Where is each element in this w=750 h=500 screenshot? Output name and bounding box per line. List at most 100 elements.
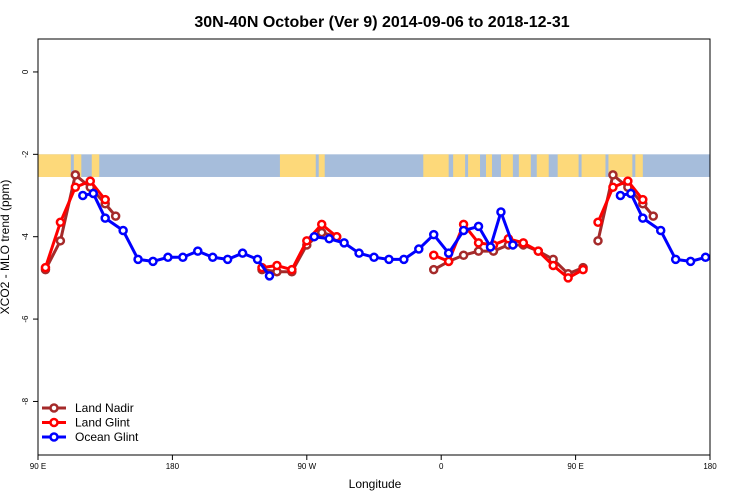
data-point — [508, 240, 518, 250]
data-point — [264, 271, 275, 281]
data-point — [443, 248, 454, 258]
map-land — [581, 154, 606, 177]
data-point — [88, 188, 99, 199]
data-point — [222, 254, 233, 265]
series-land-glint — [40, 176, 648, 283]
legend-swatch-marker — [49, 403, 59, 413]
map-land — [38, 154, 71, 177]
data-point — [626, 188, 636, 199]
data-point — [496, 207, 506, 217]
data-point — [55, 217, 66, 228]
data-point — [316, 219, 327, 230]
chart-title: 30N-40N October (Ver 9) 2014-09-06 to 20… — [194, 14, 569, 31]
data-point — [593, 236, 603, 246]
data-point — [458, 225, 469, 236]
map-land — [318, 154, 325, 177]
data-point — [70, 170, 81, 180]
data-point — [207, 252, 218, 263]
data-point — [548, 260, 558, 271]
data-point — [648, 211, 659, 221]
data-point — [443, 256, 454, 267]
map-land — [536, 154, 549, 177]
data-point — [623, 176, 633, 186]
data-point — [428, 229, 439, 240]
map-land — [468, 154, 481, 177]
data-point — [473, 246, 484, 256]
data-point — [163, 252, 173, 263]
data-point — [100, 194, 110, 205]
x-tick-label: 90 E — [567, 462, 583, 471]
map-land — [557, 154, 579, 177]
data-point — [638, 194, 648, 205]
data-point — [608, 182, 618, 193]
series-layer — [40, 170, 711, 283]
y-tick-label: 0 — [21, 69, 30, 74]
data-point — [85, 176, 96, 186]
data-point — [339, 238, 349, 248]
data-point — [287, 264, 297, 275]
data-point — [178, 252, 188, 263]
data-point — [118, 225, 128, 236]
data-point — [670, 254, 681, 265]
y-tick-label: -6 — [21, 315, 30, 323]
data-point — [133, 254, 143, 265]
data-point — [615, 190, 626, 201]
map-land — [73, 154, 82, 177]
data-point — [55, 236, 66, 246]
data-point — [309, 231, 320, 242]
map-land — [279, 154, 316, 177]
data-point — [78, 190, 88, 201]
data-point — [473, 221, 484, 232]
data-point — [638, 213, 648, 223]
x-tick-label: 90 E — [30, 462, 46, 471]
data-point — [237, 248, 248, 258]
y-tick-label: -4 — [21, 233, 30, 241]
data-point — [578, 264, 588, 275]
y-tick-label: -2 — [21, 150, 30, 158]
data-point — [193, 246, 203, 256]
data-point — [369, 252, 379, 263]
data-point — [518, 238, 529, 248]
x-tick-label: 180 — [166, 462, 180, 471]
axes-layer: 90 E 180 90 W 0 90 E 180 0 -2 -4 -6 -8 — [21, 69, 717, 471]
data-point — [100, 213, 110, 223]
data-point — [70, 182, 81, 193]
data-point — [324, 234, 334, 244]
x-tick-label: 180 — [703, 462, 717, 471]
data-point — [302, 236, 312, 246]
map-land — [635, 154, 643, 177]
legend-swatch-marker — [49, 432, 59, 442]
legend-swatch-marker — [49, 417, 59, 428]
map-land — [453, 154, 466, 177]
data-point — [40, 262, 51, 273]
data-point — [428, 264, 439, 275]
data-point — [252, 254, 263, 265]
data-point — [384, 254, 394, 265]
y-axis-label: XCO2 - MLO trend (ppm) — [0, 180, 12, 315]
data-point — [399, 254, 409, 265]
map-land — [423, 154, 449, 177]
data-point — [608, 170, 618, 180]
data-point — [685, 256, 696, 267]
data-point — [485, 242, 496, 252]
plot-frame — [37, 38, 711, 456]
data-point — [428, 250, 439, 260]
data-point — [533, 246, 544, 256]
map-land — [518, 154, 531, 177]
data-point — [272, 260, 282, 271]
map-land — [91, 154, 100, 177]
x-axis-label: Longitude — [349, 477, 402, 491]
data-point — [655, 225, 666, 236]
world-map-strip — [38, 154, 710, 177]
x-tick-label: 90 W — [297, 462, 316, 471]
series-ocean-glint — [78, 188, 711, 281]
x-tick-label: 0 — [439, 462, 444, 471]
data-point — [593, 217, 603, 228]
series-line — [82, 191, 271, 277]
map-land — [500, 154, 513, 177]
series-line — [596, 179, 644, 223]
legend-label: Land Glint — [75, 416, 130, 430]
data-point — [700, 252, 711, 263]
